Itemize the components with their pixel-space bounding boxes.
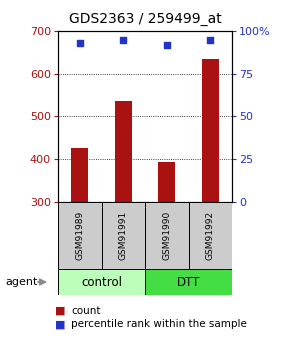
Bar (158, 162, 175, 202)
Point (208, 37, 213, 42)
Point (77, 40, 82, 46)
Text: control: control (81, 276, 122, 288)
Text: ■: ■ (55, 306, 66, 315)
Bar (115, 101, 132, 202)
Text: GSM91989: GSM91989 (75, 211, 84, 260)
Text: count: count (71, 306, 101, 315)
Text: GDS2363 / 259499_at: GDS2363 / 259499_at (69, 12, 221, 26)
Bar (145, 202, 188, 269)
Bar (202, 59, 219, 202)
Text: ■: ■ (55, 319, 66, 329)
Text: GSM91990: GSM91990 (162, 211, 171, 260)
Bar (58, 202, 102, 269)
Bar (145, 269, 232, 295)
Point (164, 42, 169, 48)
Point (121, 37, 126, 42)
Text: GSM91992: GSM91992 (206, 211, 215, 260)
Text: percentile rank within the sample: percentile rank within the sample (71, 319, 247, 329)
Bar (102, 202, 145, 269)
Bar (188, 202, 232, 269)
Bar (58, 269, 145, 295)
Text: DTT: DTT (177, 276, 200, 288)
Text: GSM91991: GSM91991 (119, 211, 128, 260)
Bar (71, 148, 88, 202)
Text: agent: agent (6, 277, 38, 287)
